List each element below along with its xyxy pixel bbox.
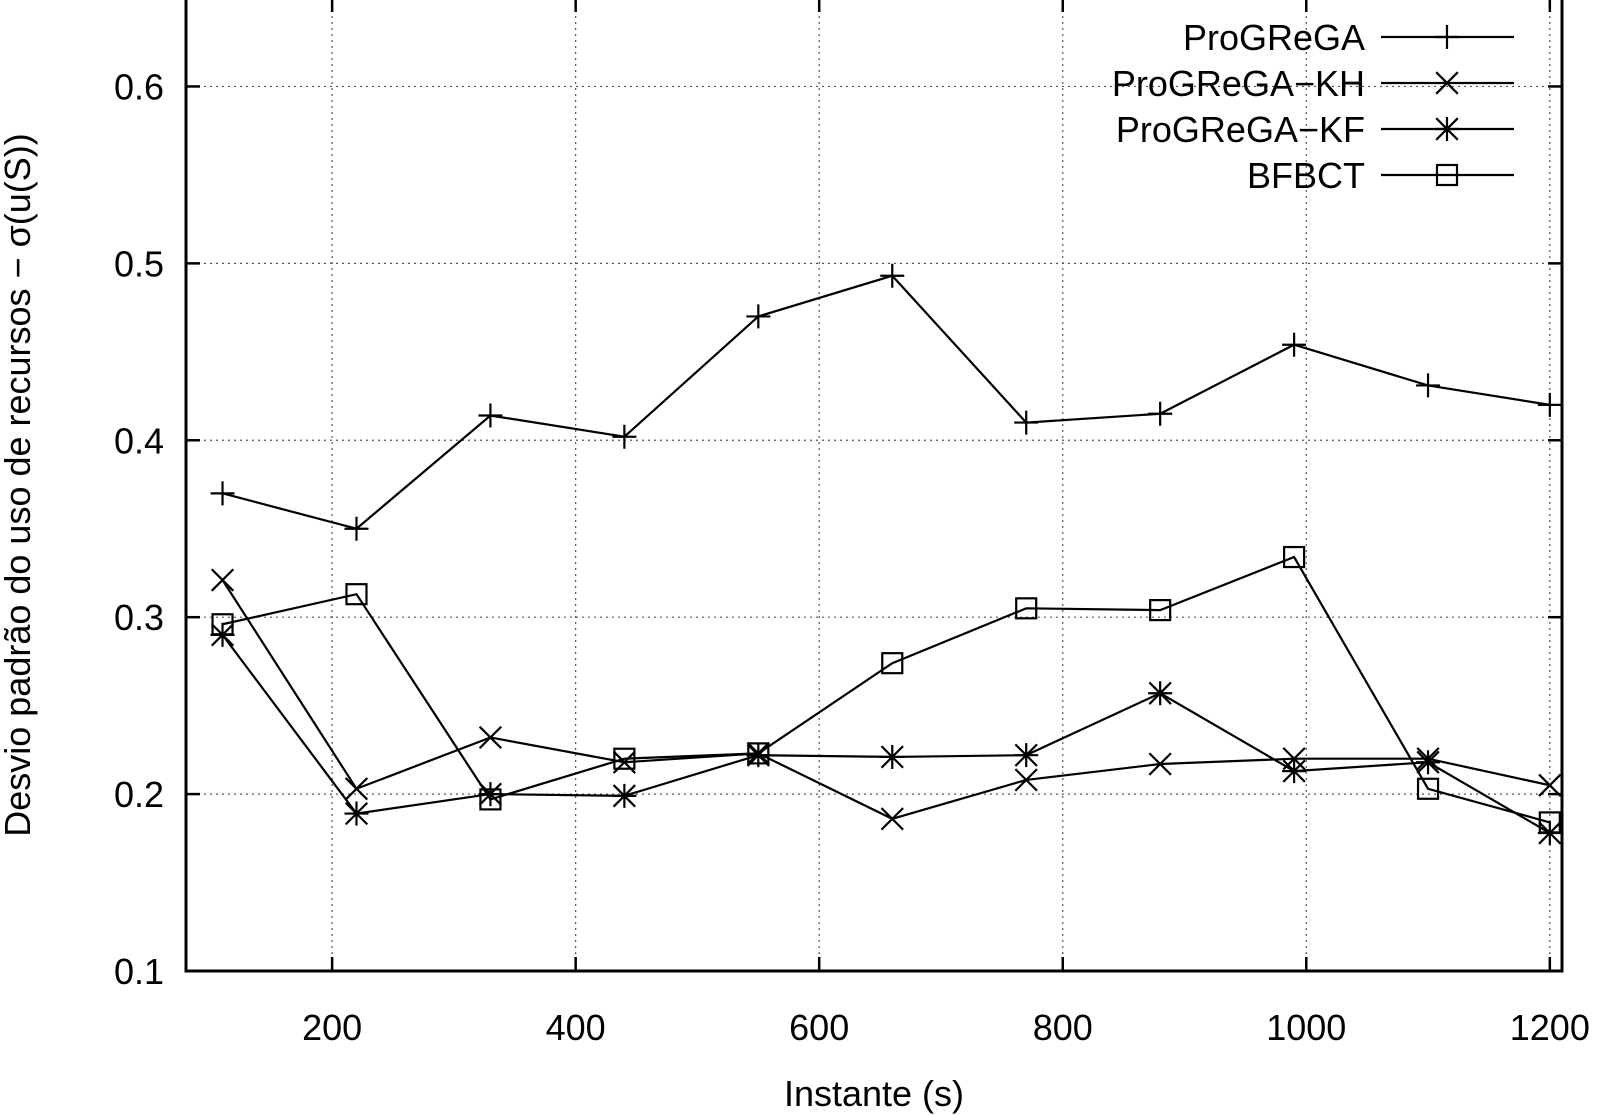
data-point	[747, 742, 770, 765]
legend-marker	[1435, 25, 1459, 49]
data-point	[1148, 681, 1173, 706]
x-tick-label: 1200	[1510, 1007, 1590, 1048]
data-point	[1416, 777, 1440, 800]
y-tick-label: 0.3	[114, 597, 164, 638]
series-line	[221, 579, 1551, 821]
x-tick-label: 800	[1033, 1007, 1093, 1048]
data-point	[210, 568, 235, 592]
legend-marker	[1435, 163, 1459, 187]
data-point	[344, 516, 369, 541]
y-tick-label: 0.6	[114, 66, 164, 107]
data-point	[1282, 332, 1307, 357]
legend-label: BFBCT	[1247, 155, 1365, 196]
legend-label: ProGReGA	[1183, 17, 1365, 58]
data-point	[1015, 597, 1038, 620]
data-point	[210, 481, 235, 506]
data-point	[1416, 373, 1441, 398]
x-tick-label: 1000	[1266, 1007, 1346, 1048]
data-point	[880, 807, 904, 831]
legend-entry: ProGReGA−KF	[1116, 109, 1514, 150]
series-4	[211, 545, 1561, 834]
legend: ProGReGA ProGReGA−KH ProGReGA−KF BFBCT	[1112, 17, 1514, 196]
legend-marker	[1435, 71, 1459, 95]
data-point	[613, 747, 636, 770]
series-line	[221, 634, 1551, 834]
data-point	[1538, 773, 1562, 797]
data-point	[1282, 759, 1307, 784]
legend-entry: ProGReGA	[1183, 17, 1514, 58]
x-axis-title: Instante (s)	[784, 1073, 964, 1114]
data-point	[1537, 392, 1562, 417]
data-point	[612, 424, 637, 449]
data-point	[1148, 752, 1172, 776]
legend-label: ProGReGA−KH	[1112, 63, 1365, 104]
data-point	[345, 583, 368, 606]
series-group	[210, 263, 1562, 846]
data-point	[478, 725, 503, 750]
series-1	[210, 263, 1562, 541]
series-line	[222, 274, 1550, 530]
data-point	[612, 783, 637, 808]
legend-marker	[1435, 117, 1459, 141]
series-2	[210, 568, 1562, 831]
data-point	[478, 782, 503, 807]
series-line	[222, 555, 1551, 824]
legend-entry: BFBCT	[1247, 155, 1514, 196]
data-point	[344, 777, 369, 801]
plot-frame	[184, 0, 1564, 973]
x-tick-label: 200	[302, 1007, 362, 1048]
data-point	[478, 403, 503, 428]
y-axis-title: Desvio padrão do uso de recursos − σ(u(S…	[0, 133, 38, 837]
data-point	[881, 652, 904, 675]
data-point	[746, 743, 771, 768]
data-point	[211, 613, 234, 636]
data-point	[1014, 410, 1039, 435]
data-point	[1283, 545, 1306, 569]
legend-entry: ProGReGA−KH	[1112, 63, 1514, 104]
x-tick-label: 400	[546, 1007, 606, 1048]
data-point	[880, 263, 905, 288]
axis-ticks: 200 400 600 800 1000 1200 0.1 0.2 0.3 0.4 0.5 0.6	[114, 0, 1590, 1048]
data-point	[880, 744, 905, 769]
y-tick-label: 0.2	[114, 774, 164, 815]
data-point	[479, 788, 502, 811]
data-point	[1014, 743, 1039, 768]
data-point	[746, 304, 771, 329]
data-point	[1148, 401, 1173, 426]
y-tick-label: 0.1	[114, 951, 164, 992]
data-point	[1416, 750, 1441, 775]
y-tick-label: 0.5	[114, 243, 164, 284]
data-point	[1538, 811, 1561, 834]
y-tick-label: 0.4	[114, 420, 164, 461]
data-point	[344, 801, 369, 826]
data-point	[1149, 599, 1172, 622]
legend-label: ProGReGA−KF	[1116, 109, 1365, 150]
data-point	[1014, 768, 1038, 792]
grid	[186, 0, 1562, 971]
x-tick-label: 600	[789, 1007, 849, 1048]
